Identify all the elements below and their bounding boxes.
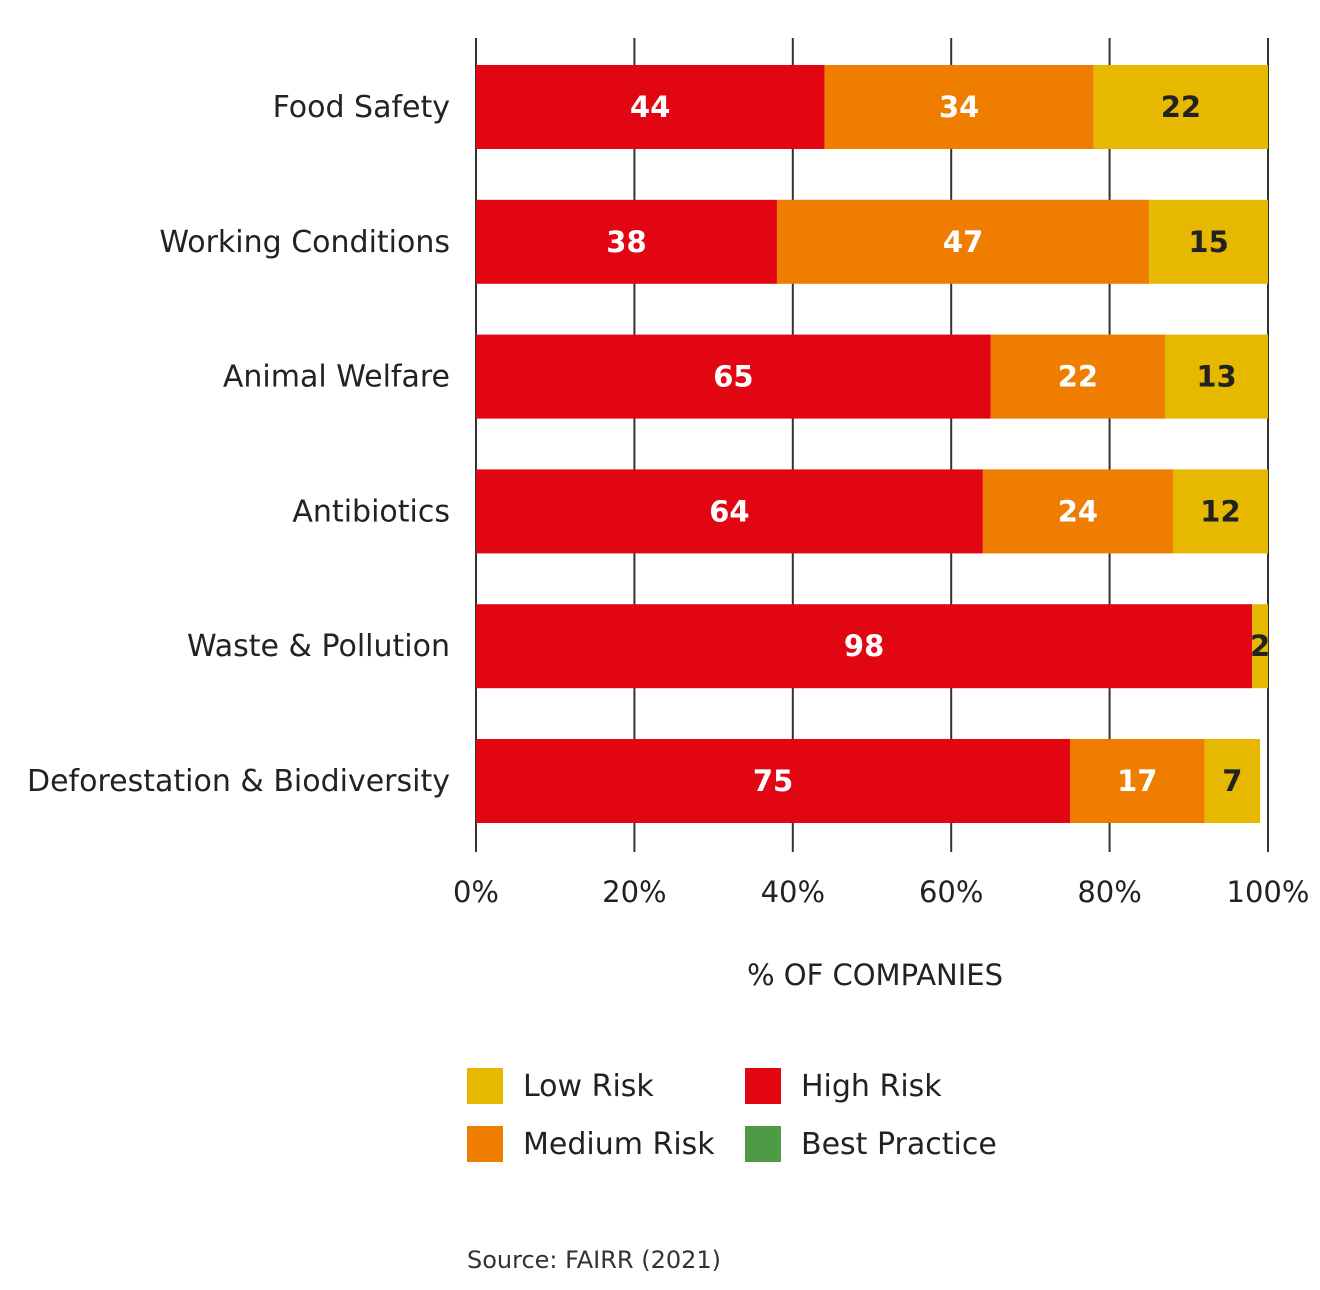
category-label: Deforestation & Biodiversity [27, 764, 450, 799]
bar-segment-low-risk [1204, 739, 1261, 823]
data-label: 34 [939, 90, 979, 124]
bar-segment-low-risk [1093, 65, 1268, 149]
bar-segment-low-risk [1149, 199, 1268, 284]
category-label: Waste & Pollution [187, 629, 450, 664]
bar-segment-high-risk [476, 739, 1070, 823]
bar-segment-medium-risk [824, 65, 1094, 149]
legend-swatch-high-risk [745, 1068, 781, 1104]
x-tick-label: 80% [1077, 875, 1141, 909]
data-label: 64 [709, 494, 749, 528]
legend-swatch-best-practice [745, 1126, 781, 1162]
data-label: 44 [630, 90, 670, 124]
bar-segment-low-risk [1172, 469, 1268, 554]
data-label: 17 [1117, 764, 1157, 798]
data-label: 7 [1222, 764, 1242, 798]
x-tick-label: 0% [453, 875, 499, 909]
x-tick-label: 40% [761, 875, 825, 909]
legend-label: Low Risk [523, 1068, 654, 1104]
bar-segment-high-risk [476, 604, 1253, 689]
bar-segment-medium-risk [1070, 739, 1205, 823]
legend-label: High Risk [801, 1068, 942, 1104]
data-label: 98 [844, 629, 884, 663]
category-label: Working Conditions [159, 225, 450, 260]
legend-item-high-risk: High Risk [745, 1068, 942, 1104]
data-label: 2 [1250, 629, 1270, 663]
bar-segment-low-risk [1165, 334, 1268, 419]
bar-segment-high-risk [476, 65, 825, 149]
stacked-bar-chart: 44 34 22 38 47 15 65 22 13 64 24 12 98 2 75 17 7 Food Sa… [27, 38, 1309, 992]
bar-segment-medium-risk [982, 469, 1173, 554]
bar-segment-high-risk [476, 199, 777, 284]
data-label: 38 [606, 225, 646, 259]
x-tick-label: 100% [1227, 875, 1310, 909]
data-label: 65 [713, 360, 753, 394]
legend: Low Risk High Risk Medium Risk Best Prac… [467, 1068, 1027, 1178]
category-label: Animal Welfare [223, 360, 450, 395]
data-label: 47 [943, 225, 983, 259]
bar-segment-low-risk [1252, 604, 1268, 689]
data-label: 22 [1058, 360, 1098, 394]
data-label: 15 [1188, 225, 1228, 259]
bars: 44 34 22 38 47 15 65 22 13 64 24 12 98 2 75 17 7 [476, 65, 1270, 823]
category-labels: Food Safety Working Conditions Animal Welf… [27, 90, 450, 799]
legend-item-best-practice: Best Practice [745, 1126, 997, 1162]
category-label: Food Safety [273, 90, 450, 125]
bar-segment-high-risk [476, 334, 991, 419]
data-label: 22 [1161, 90, 1201, 124]
x-tick-label: 20% [602, 875, 666, 909]
source-note: Source: FAIRR (2021) [467, 1246, 722, 1274]
x-tick-label: 60% [919, 875, 983, 909]
bar-segment-medium-risk [776, 199, 1150, 284]
legend-swatch-low-risk [467, 1068, 503, 1104]
legend-item-medium-risk: Medium Risk [467, 1126, 715, 1162]
data-label: 24 [1058, 494, 1098, 528]
x-axis-title: % OF COMPANIES [747, 958, 1003, 992]
data-label: 13 [1196, 360, 1236, 394]
x-axis-ticks: 0% 20% 40% 60% 80% 100% [453, 875, 1309, 909]
data-label: 75 [753, 764, 793, 798]
legend-label: Medium Risk [523, 1126, 715, 1162]
data-label: 12 [1200, 494, 1240, 528]
category-label: Antibiotics [292, 494, 450, 529]
gridlines [475, 38, 1269, 852]
legend-swatch-medium-risk [467, 1126, 503, 1162]
legend-item-low-risk: Low Risk [467, 1068, 654, 1104]
bar-segment-medium-risk [990, 334, 1166, 419]
bar-segment-high-risk [476, 469, 983, 554]
legend-label: Best Practice [801, 1126, 997, 1162]
